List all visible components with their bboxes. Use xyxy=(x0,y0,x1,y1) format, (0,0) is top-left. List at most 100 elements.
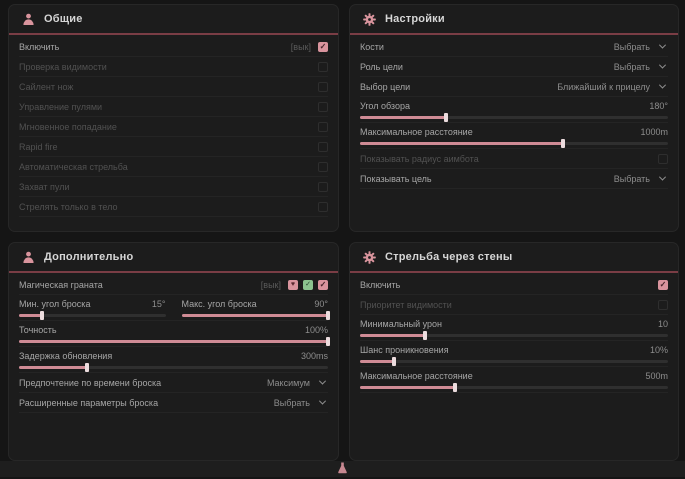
row-bones[interactable]: Кости Выбрать xyxy=(360,37,668,57)
slider-thumb[interactable] xyxy=(40,311,45,320)
panel-header: Общие xyxy=(9,5,338,33)
row-body-only[interactable]: Стрелять только в тело xyxy=(19,197,328,217)
chevron-down-icon xyxy=(658,61,667,69)
row-label: Шанс проникновения xyxy=(360,345,449,355)
panel-header: Настройки xyxy=(350,5,678,33)
panel-title: Общие xyxy=(44,13,83,25)
max-throw-angle: Макс. угол броска 90° xyxy=(181,298,330,320)
checkbox-checked[interactable]: ✓ xyxy=(318,41,328,52)
slider-value: 1000m xyxy=(640,127,668,137)
slider-fill xyxy=(19,363,89,372)
max-distance-slider[interactable] xyxy=(360,139,668,148)
row-label: Магическая граната xyxy=(19,279,103,290)
check-glyph: ✓ xyxy=(305,281,311,288)
checkbox-unchecked[interactable] xyxy=(318,81,328,92)
row-label: Мгновенное попадание xyxy=(19,121,117,132)
row-show-target[interactable]: Показывать цель Выбрать xyxy=(360,169,668,189)
row-bullet-control[interactable]: Управление пулями xyxy=(19,97,328,117)
select-value: Ближайший к прицелу xyxy=(557,81,650,92)
row-visibility-check[interactable]: Проверка видимости xyxy=(19,57,328,77)
checkbox-unchecked[interactable] xyxy=(318,61,328,72)
slider-thumb[interactable] xyxy=(422,331,427,340)
row-target-selection[interactable]: Выбор цели Ближайший к прицелу xyxy=(360,77,668,97)
row-throw-time-preference[interactable]: Предпочтение по времени броска Максимум xyxy=(19,373,328,393)
row-label: Минимальный урон xyxy=(360,319,443,329)
row-auto-fire[interactable]: Автоматическая стрельба xyxy=(19,157,328,177)
panel-title: Настройки xyxy=(385,13,445,25)
accuracy-slider[interactable] xyxy=(19,337,330,346)
rows-container: Магическая граната [вык] ♥ ✓ ✓ Мин. угол… xyxy=(9,273,338,413)
row-max-distance: Максимальное расстояние 500m xyxy=(360,367,668,393)
max-distance-slider[interactable] xyxy=(360,383,668,392)
update-delay-slider[interactable] xyxy=(19,363,328,372)
select-value: Выбрать xyxy=(273,397,310,408)
row-label: Угол обзора xyxy=(360,101,410,111)
slider-value: 180° xyxy=(649,101,668,111)
row-label: Показывать цель xyxy=(360,173,432,184)
row-visibility-priority[interactable]: Приоритет видимости xyxy=(360,295,668,315)
row-label: Захват пули xyxy=(19,181,70,192)
row-label: Выбор цели xyxy=(360,81,411,92)
checkbox-checked[interactable]: ✓ xyxy=(658,279,668,290)
header-divider xyxy=(350,271,678,273)
slider-thumb[interactable] xyxy=(444,113,449,122)
slider-value: 90° xyxy=(314,299,328,309)
row-label: Расширенные параметры броска xyxy=(19,397,159,408)
row-enable[interactable]: Включить [вык] ✓ xyxy=(19,37,328,57)
row-label: Сайлент нож xyxy=(19,81,74,92)
panel-additional: Дополнительно Магическая граната [вык] ♥… xyxy=(9,243,338,460)
select-value: Выбрать xyxy=(613,61,650,72)
slider-thumb[interactable] xyxy=(391,357,396,366)
check-circle-icon[interactable]: ✓ xyxy=(303,279,313,290)
header-divider xyxy=(9,271,338,273)
row-silent-knife[interactable]: Сайлент нож xyxy=(19,77,328,97)
row-instant-hit[interactable]: Мгновенное попадание xyxy=(19,117,328,137)
row-penetration-chance: Шанс проникновения 10% xyxy=(360,341,668,367)
checkbox-unchecked[interactable] xyxy=(318,141,328,152)
row-fov: Угол обзора 180° xyxy=(360,97,668,123)
checkbox-unchecked[interactable] xyxy=(658,299,668,310)
slider-value: 100% xyxy=(304,325,328,335)
row-advanced-throw-params[interactable]: Расширенные параметры броска Выбрать xyxy=(19,393,328,413)
penetration-chance-slider[interactable] xyxy=(360,357,668,366)
checkbox-unchecked[interactable] xyxy=(318,101,328,112)
checkbox-unchecked[interactable] xyxy=(318,201,328,212)
checkbox-checked[interactable]: ✓ xyxy=(318,279,328,290)
max-throw-angle-slider[interactable] xyxy=(181,311,330,320)
row-label: Включить xyxy=(360,279,401,290)
keybind-label: [вык] xyxy=(290,41,311,52)
checkbox-unchecked[interactable] xyxy=(318,121,328,132)
row-update-delay: Задержка обновления 300ms xyxy=(19,347,328,373)
checkbox-unchecked[interactable] xyxy=(658,153,668,164)
row-magic-grenade[interactable]: Магическая граната [вык] ♥ ✓ ✓ xyxy=(19,275,328,295)
check-icon: ✓ xyxy=(659,279,667,289)
row-bullet-capture[interactable]: Захват пули xyxy=(19,177,328,197)
slider-thumb[interactable] xyxy=(326,337,330,346)
slider-thumb[interactable] xyxy=(326,311,330,320)
checkbox-unchecked[interactable] xyxy=(318,161,328,172)
slider-fill xyxy=(360,357,396,366)
slider-thumb[interactable] xyxy=(561,139,566,148)
chevron-down-icon xyxy=(658,173,667,181)
row-label: Задержка обновления xyxy=(19,351,113,361)
checkbox-unchecked[interactable] xyxy=(318,181,328,192)
row-label: Включить xyxy=(19,41,60,52)
watermark-icon xyxy=(337,461,348,474)
panel-walls: Стрельба через стены Включить ✓ Приорите… xyxy=(350,243,678,460)
heart-icon[interactable]: ♥ xyxy=(288,279,298,290)
min-throw-angle-slider[interactable] xyxy=(19,311,166,320)
row-show-aimbot-radius[interactable]: Показывать радиус аимбота xyxy=(360,149,668,169)
row-label: Точность xyxy=(19,325,57,335)
row-enable[interactable]: Включить ✓ xyxy=(360,275,668,295)
row-rapid-fire[interactable]: Rapid fire xyxy=(19,137,328,157)
heart-glyph: ♥ xyxy=(290,281,296,288)
row-throw-angles: Мин. угол броска 15° Макс. угол броска 9… xyxy=(19,295,330,321)
keybind-label: [вык] xyxy=(260,279,281,290)
min-damage-slider[interactable] xyxy=(360,331,668,340)
row-accuracy: Точность 100% xyxy=(19,321,330,347)
panel-settings: Настройки Кости Выбрать Роль цели Выбрат… xyxy=(350,5,678,231)
slider-thumb[interactable] xyxy=(84,363,89,372)
slider-thumb[interactable] xyxy=(453,383,458,392)
row-target-role[interactable]: Роль цели Выбрать xyxy=(360,57,668,77)
fov-slider[interactable] xyxy=(360,113,668,122)
